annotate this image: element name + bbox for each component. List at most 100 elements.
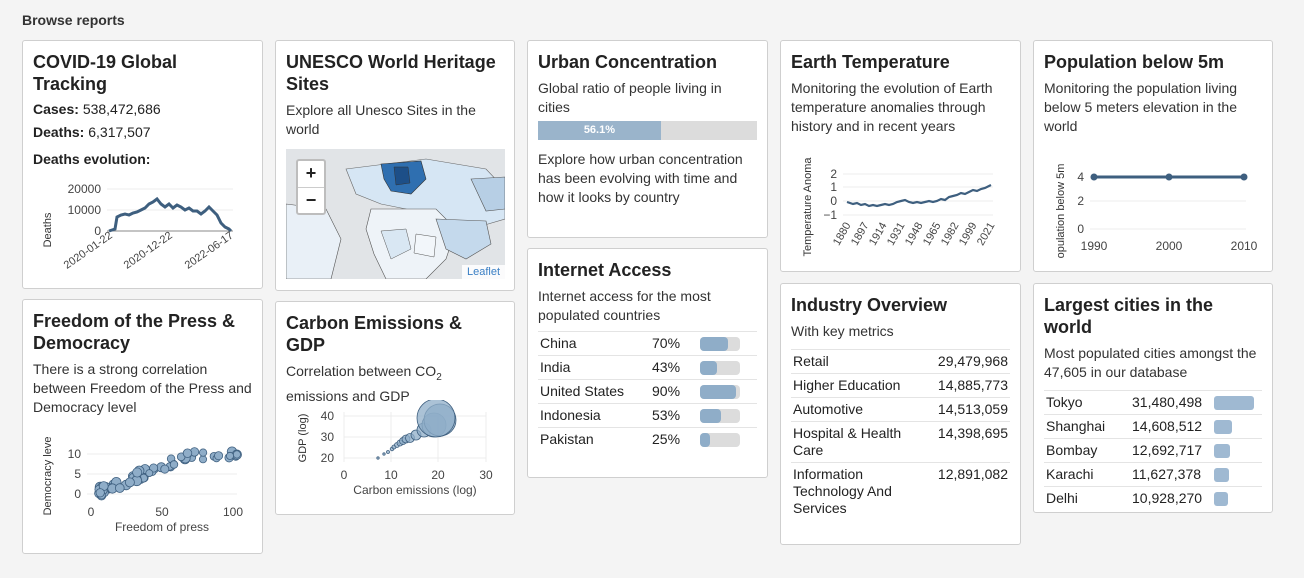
carbon-point — [386, 450, 390, 454]
covid-chart: Deaths 20000 10000 0 2020-01-22 2020-12-… — [42, 182, 236, 272]
city-name: Karachi — [1044, 462, 1130, 487]
press-ytick: 5 — [74, 467, 81, 481]
city-population: 14,608,512 — [1130, 414, 1212, 439]
industry-value: 14,885,773 — [925, 373, 1010, 398]
industry-card[interactable]: Industry Overview With key metrics Retai… — [780, 283, 1021, 545]
earth-card[interactable]: Earth Temperature Monitoring the evoluti… — [780, 40, 1021, 272]
population5m-xtick: 2010 — [1231, 239, 1258, 253]
press-point — [198, 455, 207, 464]
earth-chart: Temperature Anoma 2 1 0 −1 1880 1897 191… — [802, 157, 998, 257]
earth-anomaly-line — [846, 184, 992, 208]
press-point — [125, 477, 135, 488]
country-name: Pakistan — [538, 427, 650, 451]
covid-deaths-line — [108, 196, 233, 233]
city-population: 31,480,498 — [1130, 390, 1212, 415]
press-point — [199, 448, 208, 457]
carbon-xtick: 30 — [479, 468, 493, 482]
carbon-xtick: 20 — [431, 468, 445, 482]
table-row: Higher Education 14,885,773 — [791, 373, 1010, 398]
population5m-xtick: 1990 — [1081, 239, 1108, 253]
access-percent: 90% — [650, 379, 698, 404]
press-xtick: 50 — [155, 505, 169, 519]
city-bar-fill — [1214, 468, 1229, 483]
carbon-xlabel: Carbon emissions (log) — [353, 483, 476, 497]
press-card[interactable]: Freedom of the Press & Democracy There i… — [22, 299, 263, 554]
city-bar-fill — [1214, 396, 1254, 411]
press-point — [182, 448, 193, 458]
population5m-point — [1090, 173, 1098, 181]
carbon-point — [376, 456, 380, 460]
industry-value: 14,513,059 — [925, 397, 1010, 422]
table-row: Indonesia 53% — [538, 403, 757, 428]
earth-xtick: 1914 — [867, 221, 890, 248]
urban-card[interactable]: Urban Concentration Global ratio of peop… — [527, 40, 768, 238]
press-chart: Democracy leve 10 5 0 0 50 100 Freedom o… — [42, 437, 243, 534]
city-name: Tokyo — [1044, 390, 1130, 415]
carbon-chart: GDP (log) 40 30 20 0 10 20 30 Carbon emi… — [297, 400, 493, 497]
city-bar — [1212, 414, 1262, 439]
carbon-xtick: 0 — [341, 468, 348, 482]
world-map[interactable]: + − Leaflet — [286, 149, 505, 279]
earth-xtick: 2021 — [975, 221, 998, 248]
press-xlabel: Freedom of press — [115, 520, 209, 534]
industry-name: Higher Education — [791, 373, 925, 398]
industry-title: Industry Overview — [791, 295, 948, 315]
earth-title: Earth Temperature — [791, 52, 950, 72]
carbon-ylabel: GDP (log) — [297, 414, 309, 463]
city-name: Bombay — [1044, 438, 1130, 463]
press-point — [132, 467, 143, 478]
covid-card[interactable]: COVID-19 Global Tracking Cases: 538,472,… — [22, 40, 263, 289]
press-xtick: 0 — [88, 505, 95, 519]
table-row: Tokyo 31,480,498 — [1044, 390, 1262, 415]
table-row: China 70% — [538, 331, 757, 356]
urban-title: Urban Concentration — [538, 52, 718, 72]
press-point — [115, 483, 125, 493]
table-row: Automotive 14,513,059 — [791, 397, 1010, 422]
urban-explore-desc: Explore how urban concentration has been… — [538, 151, 743, 205]
carbon-card[interactable]: Carbon Emissions & GDP Correlation betwe… — [275, 301, 515, 515]
population5m-point — [1240, 173, 1248, 181]
press-point — [214, 451, 224, 461]
table-row: Retail 29,479,968 — [791, 349, 1010, 374]
population5m-ytick: 4 — [1077, 170, 1084, 184]
access-percent: 43% — [650, 355, 698, 380]
unesco-card[interactable]: UNESCO World Heritage Sites Explore all … — [275, 40, 515, 291]
covid-deaths: Deaths: 6,317,507 — [33, 124, 151, 140]
access-bar — [698, 403, 757, 428]
cities-card[interactable]: Largest cities in the world Most populat… — [1033, 283, 1273, 513]
earth-xtick: 1897 — [849, 221, 872, 248]
population5m-desc: Monitoring the population living below 5… — [1044, 80, 1238, 134]
zoom-in-button[interactable]: + — [305, 163, 317, 183]
covid-title: COVID-19 Global Tracking — [33, 52, 178, 94]
leaflet-attribution-link[interactable]: Leaflet — [461, 265, 505, 279]
city-bar-fill — [1214, 492, 1228, 507]
covid-cases: Cases: 538,472,686 — [33, 101, 161, 117]
city-bar — [1212, 486, 1262, 510]
covid-ytick: 0 — [94, 224, 101, 238]
earth-xtick: 1965 — [921, 221, 944, 248]
population5m-card[interactable]: Population below 5m Monitoring the popul… — [1033, 40, 1273, 272]
carbon-point — [382, 452, 386, 456]
industry-value: 29,479,968 — [925, 349, 1010, 374]
table-row: Karachi 11,627,378 — [1044, 462, 1262, 487]
access-percent: 53% — [650, 403, 698, 428]
urban-desc: Global ratio of people living in cities — [538, 80, 722, 115]
internet-card[interactable]: Internet Access Internet access for the … — [527, 248, 768, 478]
press-ytick: 10 — [68, 447, 82, 461]
population5m-ylabel: opulation below 5m — [1055, 164, 1067, 259]
map-zoom-control: + − — [296, 159, 326, 215]
earth-ytick: −1 — [823, 208, 837, 222]
zoom-out-button[interactable]: − — [298, 187, 324, 214]
access-percent: 70% — [650, 331, 698, 356]
population5m-ytick: 0 — [1077, 222, 1084, 236]
table-row: India 43% — [538, 355, 757, 380]
access-bar-fill — [700, 361, 718, 376]
population5m-title: Population below 5m — [1044, 52, 1225, 72]
internet-title: Internet Access — [538, 260, 672, 280]
press-title: Freedom of the Press & Democracy — [33, 311, 236, 353]
earth-xtick: 1982 — [939, 221, 962, 248]
access-bar — [698, 427, 757, 451]
access-bar-fill — [700, 337, 728, 352]
earth-xtick: 1948 — [903, 221, 926, 248]
carbon-ytick: 30 — [321, 430, 335, 444]
